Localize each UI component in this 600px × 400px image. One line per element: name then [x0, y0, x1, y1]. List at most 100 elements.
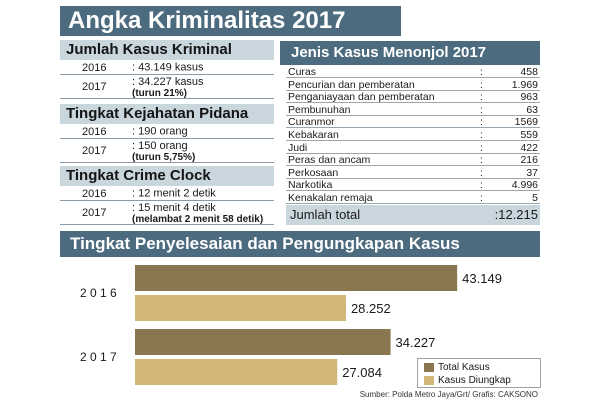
crime-clock-row-2017: 2017 : 15 menit 4 detik (melambat 2 meni…: [60, 202, 274, 225]
row-value: : 150 orang: [132, 140, 188, 152]
kasus-name: Peras dan ancam: [288, 154, 371, 167]
kasus-name: Kebakaran: [288, 129, 339, 141]
total-value: :12.215: [494, 207, 538, 222]
row-year: 2016: [82, 125, 107, 138]
kasus-value: 559: [520, 129, 538, 141]
jenis-kasus-row: Pencurian dan pemberatan: 1.969: [286, 78, 540, 91]
kasus-colon: :: [480, 66, 483, 78]
source-credit: Sumber: Polda Metro Jaya/Grt/ Grafis: CA…: [359, 390, 538, 399]
kasus-value: 1.969: [511, 78, 538, 91]
kasus-name: Curas: [288, 66, 317, 78]
bar-kasus-diungkap-2017: [135, 359, 338, 385]
jenis-kasus-row: Peras dan ancam: 216: [286, 154, 540, 167]
jenis-kasus-row: Kebakaran: 559: [286, 130, 540, 141]
row-value: : 190 orang: [132, 125, 188, 137]
kasus-colon: :: [480, 103, 483, 116]
kasus-colon: :: [480, 154, 483, 167]
jumlah-kasus-heading: Jumlah Kasus Kriminal: [60, 40, 274, 60]
row-value: : 12 menit 2 detik: [132, 187, 216, 199]
bar-value-label: 43.149: [462, 271, 502, 286]
row-year: 2016: [82, 187, 107, 200]
kasus-value: 216: [520, 154, 538, 167]
crime-clock-heading-text: Tingkat Crime Clock: [66, 167, 211, 184]
jenis-kasus-row: Curas: 458: [286, 67, 540, 78]
chart-legend: Total Kasus Kasus Diungkap: [417, 358, 541, 388]
tingkat-kejahatan-row-2017: 2017 : 150 orang (turun 5,75%): [60, 140, 274, 163]
bar-total-kasus-2016: [135, 265, 458, 291]
kasus-value: 37: [526, 166, 538, 179]
jenis-kasus-row: Narkotika: 4.996: [286, 179, 540, 192]
bar-total-kasus-2017: [135, 329, 391, 355]
kasus-colon: :: [480, 78, 483, 91]
kasus-name: Kenakalan remaja: [288, 192, 373, 204]
tingkat-kejahatan-heading: Tingkat Kejahatan Pidana: [60, 104, 274, 124]
kasus-colon: :: [480, 91, 483, 104]
jenis-kasus-heading: Jenis Kasus Menonjol 2017: [280, 41, 540, 65]
jenis-kasus-row: Judi: 422: [286, 141, 540, 154]
row-note: (turun 5,75%): [132, 152, 196, 163]
total-label: Jumlah total: [290, 207, 361, 222]
kasus-name: Penganiayaan dan pemberatan: [288, 91, 435, 104]
jumlah-kasus-row-2017: 2017 : 34.227 kasus (turun 21%): [60, 76, 274, 99]
jumlah-kasus-heading-text: Jumlah Kasus Kriminal: [66, 41, 232, 58]
row-year: 2016: [82, 61, 107, 74]
legend-label: Kasus Diungkap: [438, 375, 511, 386]
crime-clock-row-2016: 2016 : 12 menit 2 detik: [60, 187, 274, 201]
page-title: Angka Kriminalitas 2017: [68, 7, 346, 34]
kasus-colon: :: [480, 179, 483, 192]
row-value-block: : 150 orang (turun 5,75%): [132, 140, 196, 164]
kasus-name: Narkotika: [288, 179, 333, 192]
kasus-colon: :: [480, 129, 483, 141]
chart-heading-text: Tingkat Penyelesaian dan Pengungkapan Ka…: [70, 234, 460, 253]
title-banner: Angka Kriminalitas 2017: [60, 6, 401, 36]
legend-swatch-kasus-diungkap: [424, 376, 434, 385]
kasus-name: Pencurian dan pemberatan: [288, 78, 415, 91]
kasus-colon: :: [480, 116, 483, 129]
row-value-block: : 15 menit 4 detik (melambat 2 menit 58 …: [132, 202, 264, 226]
kasus-value: 63: [526, 103, 538, 116]
kasus-value: 1569: [514, 116, 538, 129]
tingkat-kejahatan-heading-text: Tingkat Kejahatan Pidana: [66, 105, 249, 122]
category-label-2016: 2 0 1 6: [80, 286, 117, 300]
bar-value-label: 34.227: [396, 335, 436, 350]
row-year: 2017: [82, 207, 107, 219]
kasus-name: Judi: [288, 141, 308, 154]
kasus-value: 422: [520, 141, 538, 154]
bar-value-label: 28.252: [351, 301, 391, 316]
bar-kasus-diungkap-2016: [135, 295, 346, 321]
kasus-value: 963: [520, 91, 538, 104]
jumlah-kasus-row-2016: 2016 : 43.149 kasus: [60, 61, 274, 75]
kasus-value: 4.996: [511, 179, 538, 192]
jenis-kasus-row: Penganiayaan dan pemberatan: 963: [286, 91, 540, 104]
category-label-2017: 2 0 1 7: [80, 350, 117, 364]
row-year: 2017: [82, 81, 107, 93]
bar-value-label: 27.084: [342, 365, 382, 380]
kasus-name: Pembunuhan: [288, 103, 351, 116]
kasus-value: 458: [520, 66, 538, 78]
jenis-kasus-row: Perkosaan: 37: [286, 166, 540, 179]
row-value-block: : 34.227 kasus (turun 21%): [132, 76, 204, 100]
jenis-kasus-row: Kenakalan remaja: 5: [286, 193, 540, 204]
row-note: (melambat 2 menit 58 detik): [132, 214, 264, 225]
jenis-kasus-total-row: Jumlah total :12.215: [286, 205, 540, 225]
legend-label: Total Kasus: [438, 362, 490, 373]
legend-swatch-total-kasus: [424, 363, 434, 372]
kasus-colon: :: [480, 192, 483, 204]
row-value: : 15 menit 4 detik: [132, 202, 216, 214]
jenis-kasus-row: Pembunuhan: 63: [286, 103, 540, 116]
kasus-value: 5: [532, 192, 538, 204]
kasus-colon: :: [480, 141, 483, 154]
tingkat-kejahatan-row-2016: 2016 : 190 orang: [60, 125, 274, 139]
kasus-name: Perkosaan: [288, 166, 339, 179]
jenis-kasus-row: Curanmor: 1569: [286, 116, 540, 129]
kasus-name: Curanmor: [288, 116, 335, 129]
row-value: : 43.149 kasus: [132, 61, 204, 73]
crime-clock-heading: Tingkat Crime Clock: [60, 166, 274, 186]
jenis-kasus-heading-text: Jenis Kasus Menonjol 2017: [291, 44, 487, 61]
chart-heading: Tingkat Penyelesaian dan Pengungkapan Ka…: [60, 231, 540, 257]
row-value: : 34.227 kasus: [132, 76, 204, 88]
kasus-colon: :: [480, 166, 483, 179]
row-note: (turun 21%): [132, 88, 187, 99]
row-year: 2017: [82, 145, 107, 157]
